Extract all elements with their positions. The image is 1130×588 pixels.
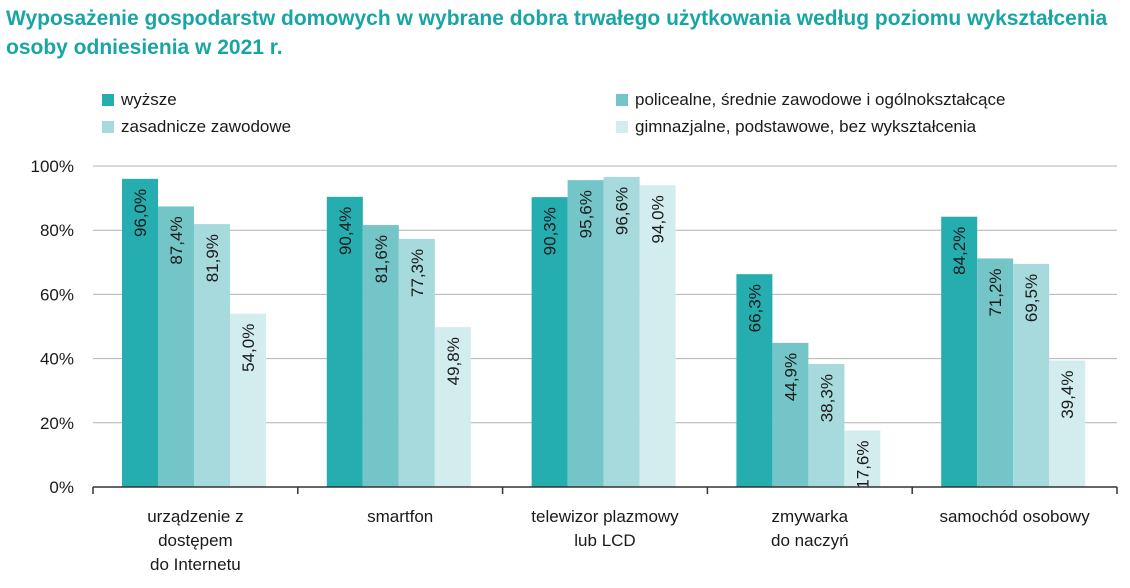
x-category-label: telewizor plazmowy	[531, 507, 679, 526]
bar-value-label: 84,2%	[950, 227, 969, 275]
bar-value-label: 81,6%	[372, 235, 391, 283]
legend-swatch	[102, 94, 114, 106]
bar	[772, 342, 809, 487]
bar	[639, 185, 676, 487]
bar	[977, 258, 1014, 487]
bar-value-label: 81,9%	[203, 234, 222, 282]
bar-value-label: 44,9%	[781, 353, 800, 401]
legend-item: gimnazjalne, podstawowe, bez wykształcen…	[616, 116, 976, 138]
y-tick-label: 60%	[40, 285, 74, 304]
bar-value-label: 96,6%	[613, 187, 632, 235]
bar	[603, 176, 640, 487]
bar-value-label: 69,5%	[1022, 274, 1041, 322]
bar	[844, 430, 881, 487]
bar	[736, 274, 773, 487]
bar-value-label: 71,2%	[986, 268, 1005, 316]
bar	[362, 225, 399, 487]
x-category-label: dostępem	[158, 531, 233, 550]
bar-value-label: 66,3%	[745, 284, 764, 332]
bar-value-label: 94,0%	[649, 195, 668, 243]
bar-value-label: 87,4%	[167, 216, 186, 264]
x-category-label: smartfon	[367, 507, 433, 526]
y-tick-label: 20%	[40, 414, 74, 433]
legend-item: policealne, średnie zawodowe i ogólnoksz…	[616, 89, 1005, 111]
bar-value-label: 90,3%	[541, 207, 560, 255]
x-category-label: do Internetu	[150, 555, 241, 574]
legend-item: wyższe	[102, 89, 177, 111]
bar-value-label: 95,6%	[577, 190, 596, 238]
y-tick-label: 100%	[31, 157, 74, 176]
x-category-label: urządzenie z	[147, 507, 243, 526]
bar-value-label: 38,3%	[817, 374, 836, 422]
legend: wyższe policealne, średnie zawodowe i ogó…	[0, 86, 1130, 142]
legend-swatch	[616, 94, 628, 106]
bar	[1049, 360, 1086, 487]
bar	[122, 178, 158, 487]
bar	[194, 224, 230, 487]
bar	[531, 197, 568, 487]
bar	[1013, 263, 1050, 487]
bar	[941, 216, 978, 487]
bar	[808, 364, 845, 487]
bar-value-label: 17,6%	[853, 441, 872, 489]
y-tick-label: 0%	[49, 478, 74, 497]
legend-label: policealne, średnie zawodowe i ogólnoksz…	[635, 90, 1006, 109]
chart-title: Wyposażenie gospodarstw domowych w wybra…	[6, 7, 1108, 59]
bar	[434, 327, 471, 487]
bar-value-label: 39,4%	[1058, 371, 1077, 419]
bar	[158, 206, 194, 488]
bar	[230, 313, 266, 487]
bar	[567, 180, 604, 487]
bar-value-label: 96,0%	[131, 189, 150, 237]
y-tick-label: 40%	[40, 350, 74, 369]
legend-label: gimnazjalne, podstawowe, bez wykształcen…	[635, 117, 977, 136]
y-tick-label: 80%	[40, 221, 74, 240]
legend-label: wyższe	[121, 90, 177, 109]
x-category-label: do naczyń	[771, 531, 849, 550]
bar-value-label: 49,8%	[444, 337, 463, 385]
legend-swatch	[102, 121, 114, 133]
bar	[398, 238, 435, 487]
bar-value-label: 77,3%	[408, 249, 427, 297]
legend-label: zasadnicze zawodowe	[121, 117, 292, 136]
bar-value-label: 54,0%	[239, 324, 258, 372]
bar-value-label: 90,4%	[336, 207, 355, 255]
x-category-label: lub LCD	[574, 531, 635, 550]
x-category-label: zmywarka	[772, 507, 849, 526]
legend-item: zasadnicze zawodowe	[102, 116, 291, 138]
legend-swatch	[616, 121, 628, 133]
x-category-label: samochód osobowy	[939, 507, 1090, 526]
bar	[326, 196, 363, 488]
